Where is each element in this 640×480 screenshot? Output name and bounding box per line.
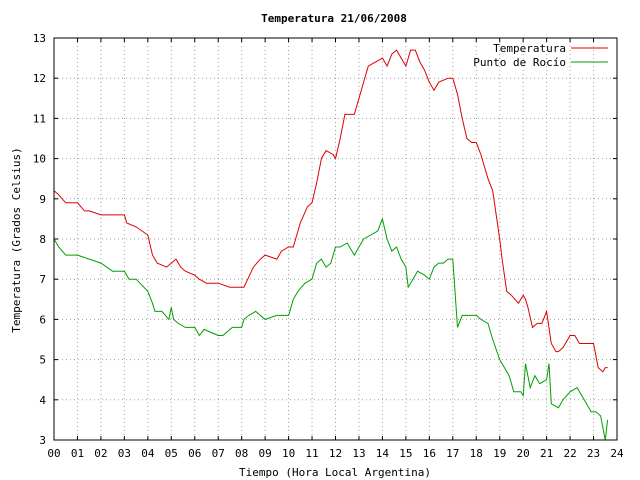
y-tick-label: 4 bbox=[39, 394, 46, 407]
legend-label: Punto de Rocío bbox=[473, 56, 566, 69]
y-tick-label: 9 bbox=[39, 193, 46, 206]
axis-ticks: 00 01 02 03 04 05 06 07 08 09 10 11 12 13 14 15 16 17 18 19… bbox=[33, 32, 624, 460]
x-tick-label: 19 bbox=[493, 447, 506, 460]
x-tick-label: 04 bbox=[141, 447, 155, 460]
x-tick-label: 11 bbox=[305, 447, 318, 460]
y-tick-label: 8 bbox=[39, 233, 46, 246]
y-tick-label: 5 bbox=[39, 354, 46, 367]
y-tick-label: 13 bbox=[33, 32, 46, 45]
x-tick-label: 18 bbox=[470, 447, 483, 460]
x-tick-label: 09 bbox=[259, 447, 272, 460]
y-tick-label: 10 bbox=[33, 153, 46, 166]
x-tick-label: 21 bbox=[540, 447, 553, 460]
x-tick-label: 02 bbox=[94, 447, 107, 460]
x-axis-label: Tiempo (Hora Local Argentina) bbox=[239, 466, 431, 479]
y-tick-label: 12 bbox=[33, 72, 46, 85]
x-tick-label: 15 bbox=[399, 447, 412, 460]
chart-title: Temperatura 21/06/2008 bbox=[261, 12, 407, 25]
x-tick-label: 23 bbox=[587, 447, 600, 460]
x-tick-label: 12 bbox=[329, 447, 342, 460]
x-tick-label: 01 bbox=[71, 447, 84, 460]
x-tick-label: 20 bbox=[517, 447, 530, 460]
x-tick-label: 07 bbox=[212, 447, 225, 460]
x-tick-label: 14 bbox=[376, 447, 390, 460]
x-tick-label: 22 bbox=[563, 447, 576, 460]
x-tick-label: 06 bbox=[188, 447, 201, 460]
x-tick-label: 00 bbox=[47, 447, 60, 460]
y-tick-label: 6 bbox=[39, 313, 46, 326]
y-tick-label: 7 bbox=[39, 273, 46, 286]
x-tick-label: 24 bbox=[610, 447, 624, 460]
series-line-temperatura bbox=[53, 49, 608, 373]
x-tick-label: 17 bbox=[446, 447, 459, 460]
x-tick-label: 16 bbox=[423, 447, 436, 460]
series-line-punto-de-rocio bbox=[53, 217, 609, 441]
legend-label: Temperatura bbox=[493, 42, 566, 55]
y-tick-label: 3 bbox=[39, 434, 46, 447]
x-tick-label: 03 bbox=[118, 447, 131, 460]
x-tick-label: 13 bbox=[352, 447, 365, 460]
x-tick-label: 10 bbox=[282, 447, 295, 460]
x-tick-label: 08 bbox=[235, 447, 248, 460]
y-tick-label: 11 bbox=[33, 112, 46, 125]
y-axis-label: Temperatura (Grados Celsius) bbox=[10, 147, 23, 332]
x-tick-label: 05 bbox=[165, 447, 178, 460]
series-lines bbox=[53, 49, 609, 441]
